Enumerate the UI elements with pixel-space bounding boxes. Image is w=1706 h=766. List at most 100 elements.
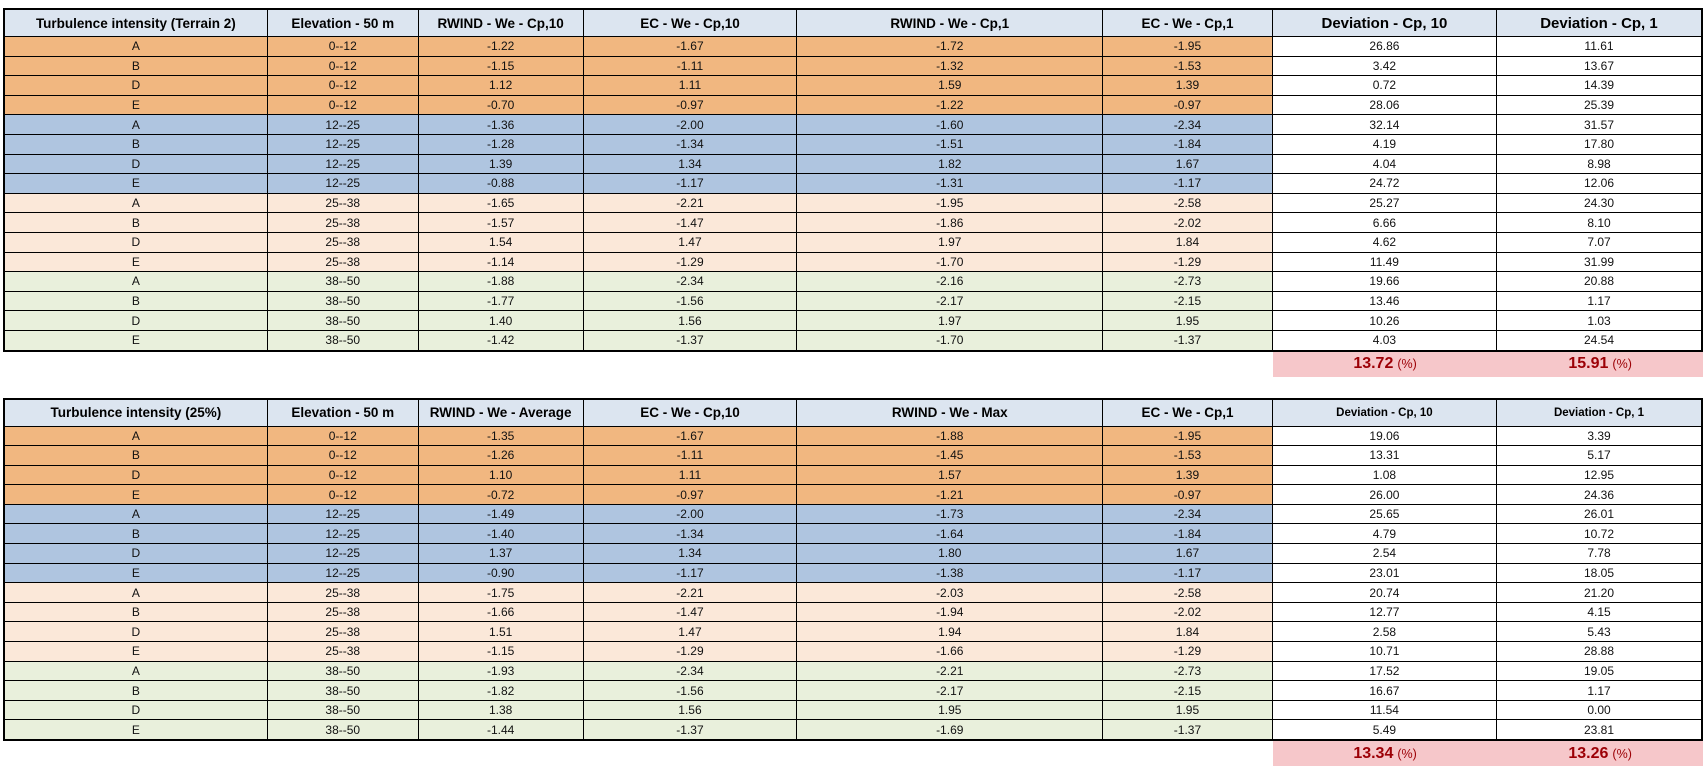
deviation-value-cell[interactable]: 0.00 [1496,700,1702,720]
category-cell[interactable]: D [4,700,267,720]
deviation-value-cell[interactable]: 10.26 [1272,311,1496,331]
value-cell[interactable]: -1.45 [797,446,1103,466]
deviation-value-cell[interactable]: 24.54 [1496,330,1702,350]
value-cell[interactable]: -1.11 [583,56,797,76]
elevation-cell[interactable]: 25--38 [267,252,418,272]
value-cell[interactable]: -1.44 [418,720,583,740]
header-cell[interactable]: Deviation - Cp, 10 [1272,9,1496,37]
value-cell[interactable]: -1.95 [797,193,1103,213]
value-cell[interactable]: -1.64 [797,524,1103,544]
value-cell[interactable]: -2.02 [1103,213,1273,233]
deviation-value-cell[interactable]: 23.81 [1496,720,1702,740]
category-cell[interactable]: A [4,661,267,681]
value-cell[interactable]: -1.29 [1103,642,1273,662]
value-cell[interactable]: 1.95 [1103,311,1273,331]
category-cell[interactable]: D [4,311,267,331]
value-cell[interactable]: 1.37 [418,544,583,564]
value-cell[interactable]: 1.39 [1103,76,1273,96]
category-cell[interactable]: E [4,95,267,115]
value-cell[interactable]: -1.84 [1103,134,1273,154]
elevation-cell[interactable]: 0--12 [267,485,418,505]
value-cell[interactable]: -1.37 [1103,720,1273,740]
deviation-value-cell[interactable]: 0.72 [1272,76,1496,96]
value-cell[interactable]: 1.97 [797,311,1103,331]
value-cell[interactable]: -2.58 [1103,193,1273,213]
value-cell[interactable]: -1.86 [797,213,1103,233]
value-cell[interactable]: -1.53 [1103,446,1273,466]
deviation-value-cell[interactable]: 8.98 [1496,154,1702,174]
header-cell[interactable]: EC - We - Cp,1 [1103,9,1273,37]
deviation-value-cell[interactable]: 4.79 [1272,524,1496,544]
elevation-cell[interactable]: 25--38 [267,622,418,642]
value-cell[interactable]: -1.17 [583,174,797,194]
category-cell[interactable]: A [4,583,267,603]
value-cell[interactable]: -1.56 [583,681,797,701]
value-cell[interactable]: -1.95 [1103,37,1273,57]
elevation-cell[interactable]: 0--12 [267,56,418,76]
deviation-value-cell[interactable]: 3.42 [1272,56,1496,76]
deviation-value-cell[interactable]: 11.61 [1496,37,1702,57]
elevation-cell[interactable]: 25--38 [267,642,418,662]
deviation-value-cell[interactable]: 31.57 [1496,115,1702,135]
value-cell[interactable]: -1.34 [583,134,797,154]
value-cell[interactable]: -1.84 [1103,524,1273,544]
value-cell[interactable]: -1.67 [583,426,797,446]
value-cell[interactable]: -1.29 [1103,252,1273,272]
elevation-cell[interactable]: 0--12 [267,465,418,485]
category-cell[interactable]: B [4,56,267,76]
elevation-cell[interactable]: 38--50 [267,272,418,292]
summary-deviation-cp10[interactable]: 13.34(%) [1273,741,1497,766]
elevation-cell[interactable]: 12--25 [267,544,418,564]
value-cell[interactable]: -1.38 [797,563,1103,583]
deviation-value-cell[interactable]: 20.74 [1272,583,1496,603]
value-cell[interactable]: -1.94 [797,602,1103,622]
value-cell[interactable]: -0.97 [1103,485,1273,505]
value-cell[interactable]: -1.47 [583,213,797,233]
deviation-value-cell[interactable]: 10.72 [1496,524,1702,544]
elevation-cell[interactable]: 25--38 [267,232,418,252]
elevation-cell[interactable]: 38--50 [267,330,418,350]
deviation-value-cell[interactable]: 21.20 [1496,583,1702,603]
deviation-value-cell[interactable]: 14.39 [1496,76,1702,96]
value-cell[interactable]: -1.53 [1103,56,1273,76]
header-cell[interactable]: EC - We - Cp,1 [1103,399,1273,427]
deviation-value-cell[interactable]: 4.19 [1272,134,1496,154]
elevation-cell[interactable]: 12--25 [267,115,418,135]
value-cell[interactable]: -1.66 [418,602,583,622]
deviation-value-cell[interactable]: 2.54 [1272,544,1496,564]
value-cell[interactable]: -1.17 [1103,174,1273,194]
value-cell[interactable]: -1.31 [797,174,1103,194]
category-cell[interactable]: B [4,681,267,701]
header-cell[interactable]: Deviation - Cp, 1 [1496,399,1702,427]
value-cell[interactable]: 1.10 [418,465,583,485]
value-cell[interactable]: -1.57 [418,213,583,233]
deviation-value-cell[interactable]: 26.01 [1496,504,1702,524]
elevation-cell[interactable]: 38--50 [267,681,418,701]
value-cell[interactable]: 1.39 [1103,465,1273,485]
value-cell[interactable]: -1.36 [418,115,583,135]
value-cell[interactable]: -1.14 [418,252,583,272]
elevation-cell[interactable]: 0--12 [267,76,418,96]
category-cell[interactable]: D [4,622,267,642]
value-cell[interactable]: -1.15 [418,642,583,662]
value-cell[interactable]: -2.17 [797,681,1103,701]
header-cell[interactable]: RWIND - We - Cp,1 [797,9,1103,37]
value-cell[interactable]: 1.47 [583,232,797,252]
deviation-value-cell[interactable]: 1.17 [1496,291,1702,311]
value-cell[interactable]: -1.95 [1103,426,1273,446]
header-cell[interactable]: EC - We - Cp,10 [583,399,797,427]
value-cell[interactable]: -2.02 [1103,602,1273,622]
deviation-value-cell[interactable]: 12.06 [1496,174,1702,194]
value-cell[interactable]: 1.82 [797,154,1103,174]
value-cell[interactable]: -0.97 [1103,95,1273,115]
elevation-cell[interactable]: 12--25 [267,154,418,174]
elevation-cell[interactable]: 38--50 [267,291,418,311]
category-cell[interactable]: A [4,426,267,446]
value-cell[interactable]: -1.75 [418,583,583,603]
value-cell[interactable]: -1.69 [797,720,1103,740]
category-cell[interactable]: B [4,602,267,622]
category-cell[interactable]: E [4,563,267,583]
deviation-value-cell[interactable]: 11.54 [1272,700,1496,720]
deviation-value-cell[interactable]: 4.03 [1272,330,1496,350]
value-cell[interactable]: -1.56 [583,291,797,311]
